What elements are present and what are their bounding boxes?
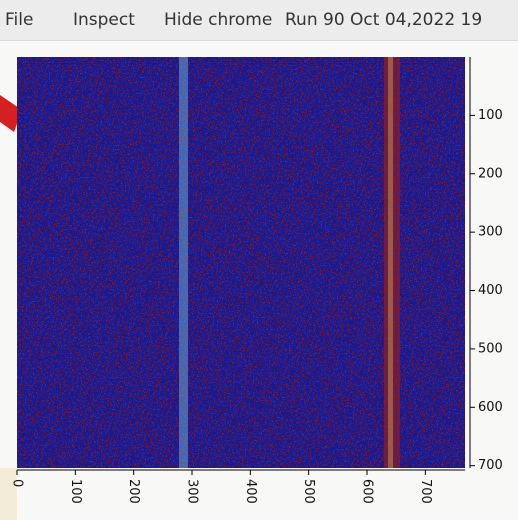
x-tick-label: 200: [126, 479, 141, 504]
corner-bg: [0, 468, 17, 520]
y-tick-label: 100: [478, 108, 503, 123]
stripe: [384, 57, 400, 468]
x-tick-label: 100: [68, 479, 83, 504]
x-tick-label: 300: [185, 479, 200, 504]
stripe: [388, 57, 393, 468]
y-tick-label: 700: [478, 458, 503, 473]
x-tick-label: 700: [418, 479, 433, 504]
y-tick-label: 400: [478, 283, 503, 298]
y-tick-label: 200: [478, 166, 503, 181]
x-tick-label: 600: [360, 479, 375, 504]
y-tick-label: 300: [478, 225, 503, 240]
menu-file[interactable]: File: [5, 10, 34, 30]
x-tick-label: 400: [243, 479, 258, 504]
run-title: Run 90 Oct 04,2022 19: [285, 10, 483, 30]
toolbar: File Inspect Hide chrome Run 90 Oct 04,2…: [0, 0, 518, 41]
image: [17, 57, 465, 468]
y-tick-label: 600: [478, 400, 503, 415]
menu-inspect[interactable]: Inspect: [73, 10, 135, 30]
y-tick-label: 500: [478, 341, 503, 356]
stripe: [179, 57, 188, 468]
x-tick-label: 0: [10, 479, 25, 487]
red-arrow: [0, 95, 22, 132]
menu-hide-chrome[interactable]: Hide chrome: [164, 10, 273, 30]
x-tick-label: 500: [301, 479, 316, 504]
